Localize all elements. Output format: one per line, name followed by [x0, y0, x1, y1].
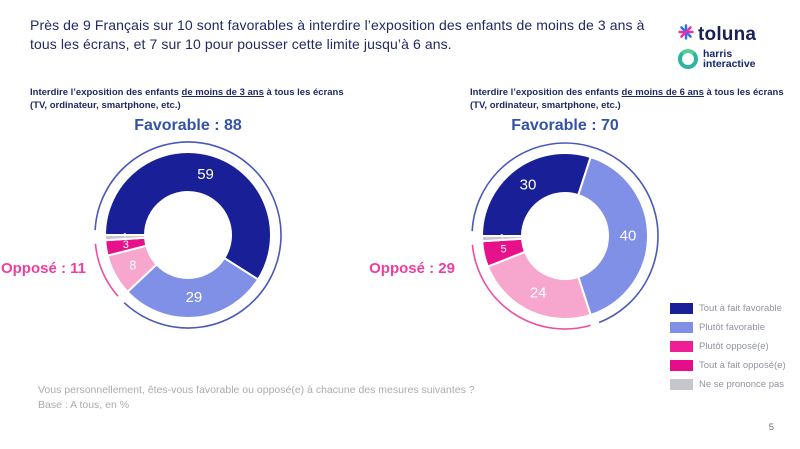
legend-label: Tout à fait opposé(e) [699, 360, 786, 371]
legend-item: Tout à fait opposé(e) [670, 358, 786, 373]
chart-right-question-after: à tous les écrans [703, 87, 784, 98]
chart-right-question-line2: (TV, ordinateur, smartphone, etc.) [470, 100, 621, 111]
favorable-outer-arc [94, 141, 282, 329]
harris-wordmark-line2: interactive [703, 58, 756, 70]
donut-slice [104, 151, 272, 281]
chart-left-question-after: à tous les écrans [263, 87, 344, 98]
legend-swatch-plutot-oppose [670, 341, 693, 352]
donut-slice-value: 24 [530, 285, 547, 302]
oppose-total-right: Opposé : 29 [369, 260, 455, 277]
oppose-outer-arc [94, 243, 119, 297]
legend-label: Tout à fait favorable [699, 303, 782, 314]
donut-slice [104, 234, 147, 242]
chart-legend: Tout à fait favorable Plutôt favorable P… [670, 301, 786, 396]
legend-label: Plutôt favorable [699, 322, 766, 333]
toluna-wordmark: toluna [698, 23, 757, 45]
donut-slice-value: 59 [197, 166, 214, 183]
legend-swatch-ne-se-prononce-pas [670, 379, 693, 390]
oppose-outer-arc [471, 244, 591, 330]
donut-slice-value: 1 [122, 231, 127, 242]
donut-slice-value: 30 [520, 177, 537, 194]
donut-chart-right: 30 40 24 51 [471, 142, 659, 330]
donut-slice [481, 235, 524, 243]
chart-right-question-before: Interdire l’exposition des enfants [470, 87, 622, 98]
slide-title-line1: Près de 9 Français sur 10 sont favorable… [30, 17, 645, 33]
page-number: 5 [768, 422, 774, 433]
donut-slice [481, 152, 592, 237]
donut-slice-value: 5 [500, 244, 506, 256]
slide-title-line2: tous les écrans, et 7 sur 10 pour pousse… [30, 36, 452, 52]
harris-wordmark-line1: harris [703, 48, 733, 60]
legend-item: Plutôt favorable [670, 320, 786, 335]
donut-slice-value: 1 [499, 232, 504, 243]
favorable-outer-arc [471, 142, 659, 324]
donut-slice-value: 3 [123, 239, 129, 251]
chart-left-question-before: Interdire l’exposition des enfants [30, 87, 182, 98]
chart-left-question-line2: (TV, ordinateur, smartphone, etc.) [30, 100, 181, 111]
legend-label: Ne se prononce pas [699, 379, 785, 390]
harris-ring-icon [678, 49, 698, 69]
legend-label: Plutôt opposé(e) [699, 341, 769, 352]
donut-slice [486, 250, 592, 320]
legend-swatch-tout-a-fait-oppose [670, 360, 693, 371]
donut-slice-value: 29 [186, 289, 203, 306]
favorable-total-right: Favorable : 70 [511, 117, 619, 134]
legend-swatch-tout-a-fait-favorable [670, 303, 693, 314]
footer-base: Base : A tous, en % [38, 399, 130, 411]
donut-slice-value: 8 [129, 258, 136, 272]
chart-right-question: Interdire l’exposition des enfants de mo… [470, 86, 800, 112]
logo-block: toluna harris interactive [678, 24, 778, 69]
donut-slice [577, 156, 649, 316]
donut-slice [126, 257, 260, 319]
legend-item: Tout à fait favorable [670, 301, 786, 316]
slide-title: Près de 9 Français sur 10 sont favorable… [30, 16, 685, 54]
legend-item: Ne se prononce pas [670, 377, 786, 392]
legend-item: Plutôt opposé(e) [670, 339, 786, 354]
footer-note: Vous personnellement, êtes-vous favorabl… [38, 383, 475, 413]
chart-right-question-underlined: de moins de 6 ans [621, 87, 704, 98]
chart-left-question: Interdire l’exposition des enfants de mo… [30, 86, 380, 112]
legend-swatch-plutot-favorable [670, 322, 693, 333]
footer-question: Vous personnellement, êtes-vous favorabl… [38, 384, 475, 396]
harris-wordmark: harris interactive [703, 48, 756, 70]
toluna-star-icon [678, 24, 694, 45]
oppose-total-left: Opposé : 11 [0, 260, 86, 277]
donut-chart-left: 59 29 831 [94, 141, 282, 329]
donut-slice-value: 40 [620, 228, 637, 245]
toluna-logo: toluna [678, 24, 778, 45]
favorable-total-left: Favorable : 88 [134, 117, 242, 134]
harris-interactive-logo: harris interactive [678, 49, 778, 69]
chart-left-question-underlined: de moins de 3 ans [181, 87, 264, 98]
